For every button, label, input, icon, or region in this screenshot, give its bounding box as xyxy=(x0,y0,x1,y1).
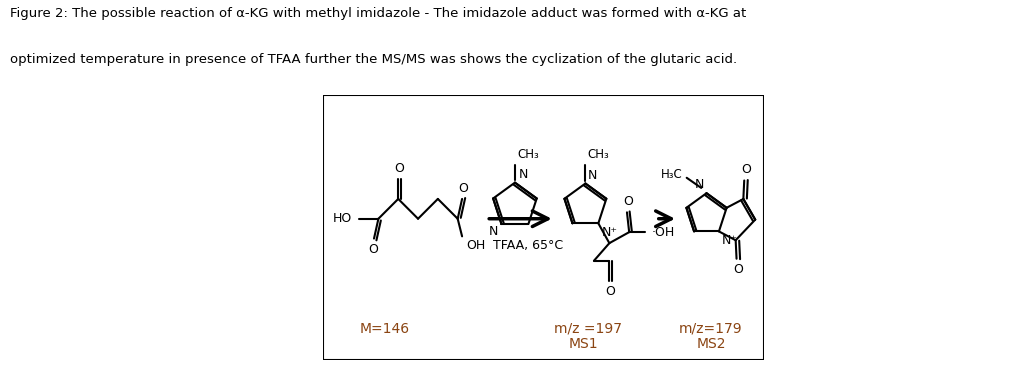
Text: ·OH: ·OH xyxy=(651,226,675,239)
Text: m/z =197: m/z =197 xyxy=(554,322,622,336)
Text: MS1: MS1 xyxy=(568,337,598,351)
Text: N⁺: N⁺ xyxy=(722,234,738,247)
Text: HO: HO xyxy=(332,212,352,225)
Text: m/z=179: m/z=179 xyxy=(679,322,743,336)
Text: M=146: M=146 xyxy=(360,322,410,336)
Text: N: N xyxy=(489,225,498,239)
Text: Figure 2: The possible reaction of α-KG with methyl imidazole - The imidazole ad: Figure 2: The possible reaction of α-KG … xyxy=(10,7,747,20)
Text: O: O xyxy=(624,195,633,208)
Text: CH₃: CH₃ xyxy=(517,148,538,161)
Text: N⁺: N⁺ xyxy=(601,226,618,239)
Text: TFAA, 65°C: TFAA, 65°C xyxy=(493,239,563,252)
Text: CH₃: CH₃ xyxy=(587,148,610,161)
Text: O: O xyxy=(458,182,468,195)
Text: O: O xyxy=(368,243,378,256)
Text: N: N xyxy=(588,169,597,182)
Text: MS2: MS2 xyxy=(696,337,725,351)
Text: O: O xyxy=(734,263,744,276)
Text: N: N xyxy=(518,168,528,181)
Text: O: O xyxy=(606,285,616,298)
Text: N: N xyxy=(695,178,704,192)
Text: O: O xyxy=(394,162,404,175)
Text: OH: OH xyxy=(466,239,486,251)
Text: O: O xyxy=(741,163,751,176)
Text: H₃C: H₃C xyxy=(660,168,683,181)
Text: optimized temperature in presence of TFAA further the MS/MS was shows the cycliz: optimized temperature in presence of TFA… xyxy=(10,53,738,66)
